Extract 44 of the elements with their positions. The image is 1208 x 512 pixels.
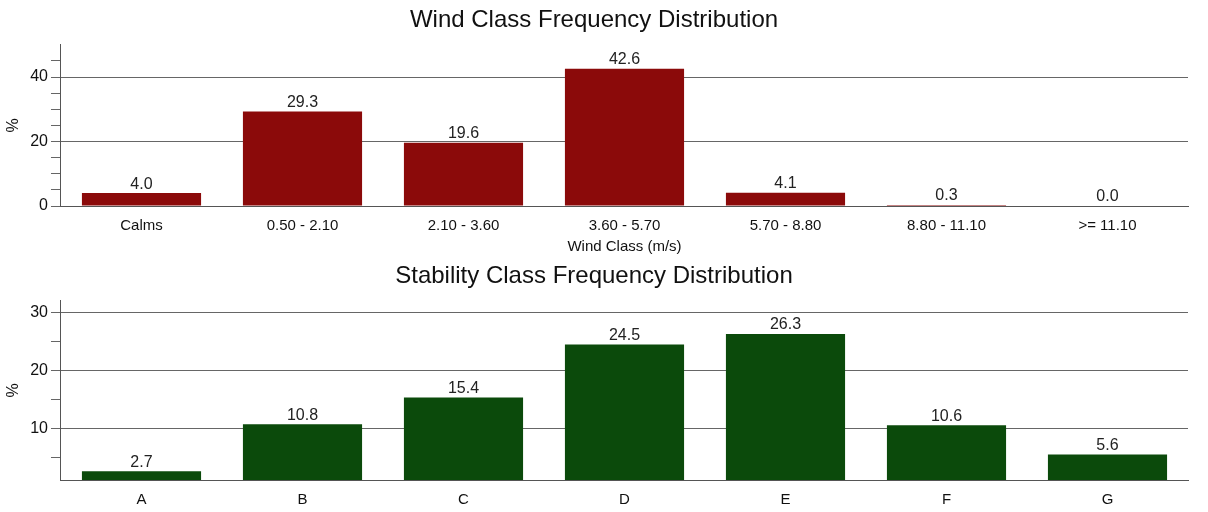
x-tick-label: 5.70 - 8.80: [749, 216, 822, 234]
x-tick-label: >= 11.10: [1078, 216, 1137, 234]
data-label: 24.5: [608, 325, 641, 343]
data-label: 2.7: [130, 452, 153, 470]
y-tick-label: 40: [30, 67, 49, 85]
bar: [81, 193, 202, 206]
x-axis-title: Wind Class (m/s): [567, 237, 682, 255]
data-label: 26.3: [769, 315, 802, 333]
x-tick-label: C: [458, 490, 470, 508]
bar: [564, 68, 685, 206]
data-label: 0.3: [935, 186, 958, 204]
y-tick-label: 10: [30, 419, 49, 437]
bar: [725, 192, 846, 206]
x-tick-label: A: [136, 490, 147, 508]
chart-title: Stability Class Frequency Distribution: [395, 261, 793, 289]
data-label: 4.0: [130, 174, 153, 192]
y-tick-label: 30: [30, 302, 49, 320]
data-label: 42.6: [608, 50, 641, 68]
y-axis-title: %: [4, 383, 22, 398]
bar: [403, 142, 524, 206]
x-tick-label: D: [619, 490, 631, 508]
y-tick-label: 20: [30, 131, 49, 149]
data-label: 15.4: [447, 378, 480, 396]
data-label: 10.6: [930, 406, 963, 424]
data-label: 10.8: [286, 405, 319, 423]
chart-title: Wind Class Frequency Distribution: [409, 5, 779, 33]
data-label: 4.1: [774, 174, 797, 192]
x-tick-label: 0.50 - 2.10: [266, 216, 339, 234]
data-label: 5.6: [1096, 435, 1119, 453]
data-label: 0.0: [1096, 187, 1119, 205]
x-tick-label: Calms: [120, 216, 163, 234]
x-tick-label: G: [1101, 490, 1114, 508]
x-tick-label: 3.60 - 5.70: [588, 216, 661, 234]
x-tick-label: F: [941, 490, 952, 508]
x-tick-label: 8.80 - 11.10: [907, 216, 986, 234]
x-tick-label: B: [297, 490, 308, 508]
y-tick-label: 20: [30, 361, 49, 379]
bar: [242, 111, 363, 206]
y-tick-label: 0: [39, 196, 49, 214]
data-label: 19.6: [447, 124, 480, 142]
x-tick-label: E: [780, 490, 791, 508]
y-axis-title: %: [4, 118, 22, 133]
data-label: 29.3: [286, 92, 319, 110]
x-tick-label: 2.10 - 3.60: [427, 216, 500, 234]
